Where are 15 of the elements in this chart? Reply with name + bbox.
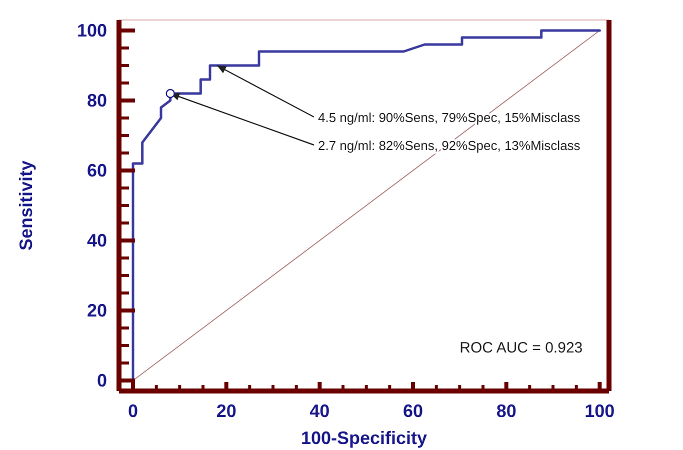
- x-tick-label: 100: [584, 401, 615, 421]
- y-tick-label: 40: [86, 230, 107, 250]
- y-tick-label: 100: [76, 20, 107, 40]
- y-tick-label: 80: [86, 90, 107, 110]
- x-tick-label: 40: [310, 401, 330, 421]
- x-tick-label: 60: [402, 401, 424, 421]
- x-axis-title: 100-Specificity: [300, 428, 428, 448]
- x-tick-label: 0: [128, 401, 138, 421]
- annotation: ROC AUC = 0.923: [460, 340, 583, 356]
- x-tick-label: 20: [216, 401, 236, 421]
- y-axis-title: Sensitivity: [16, 160, 36, 251]
- y-tick-label: 20: [86, 300, 107, 320]
- x-tick-label: 80: [496, 401, 516, 421]
- y-tick-label: 0: [96, 370, 107, 390]
- y-tick-label: 60: [86, 160, 107, 180]
